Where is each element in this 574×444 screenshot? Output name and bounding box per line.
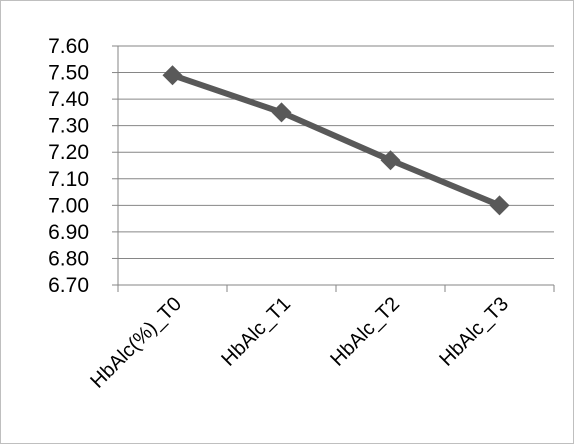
x-tick-label: HbAlc_T1 — [217, 293, 295, 371]
axes — [112, 45, 555, 292]
y-tick-label: 6.90 — [48, 221, 89, 244]
y-tick-label: 7.50 — [48, 62, 89, 85]
y-tick-label: 7.10 — [48, 168, 89, 191]
data-point-marker — [271, 102, 292, 123]
data-point-marker — [162, 65, 183, 86]
series-line — [171, 72, 501, 209]
y-tick-label: 7.20 — [48, 141, 89, 164]
y-tick-label: 6.80 — [48, 247, 89, 270]
y-tick-label: 7.40 — [48, 88, 89, 111]
y-tick-label: 7.00 — [48, 194, 89, 217]
y-tick-label: 6.70 — [48, 274, 89, 297]
y-tick-labels: 7.60 7.50 7.40 7.30 7.20 7.10 7.00 6.90 6.80 6.70 — [48, 35, 89, 297]
y-tick-label: 7.30 — [48, 115, 89, 138]
x-tick-label: HbAlc(%)_T0 — [86, 293, 186, 393]
data-point-marker — [489, 195, 510, 216]
data-point-marker — [380, 150, 401, 171]
gridlines — [118, 45, 554, 259]
y-tick-label: 7.60 — [48, 35, 89, 58]
x-tick-labels: HbAlc(%)_T0 HbAlc_T1 HbAlc_T2 HbAlc_T3 — [86, 293, 513, 393]
series-line-0 — [171, 72, 501, 209]
series-markers — [162, 65, 510, 216]
x-tick-label: HbAlc_T2 — [326, 293, 404, 371]
x-tick-label: HbAlc_T3 — [435, 293, 513, 371]
